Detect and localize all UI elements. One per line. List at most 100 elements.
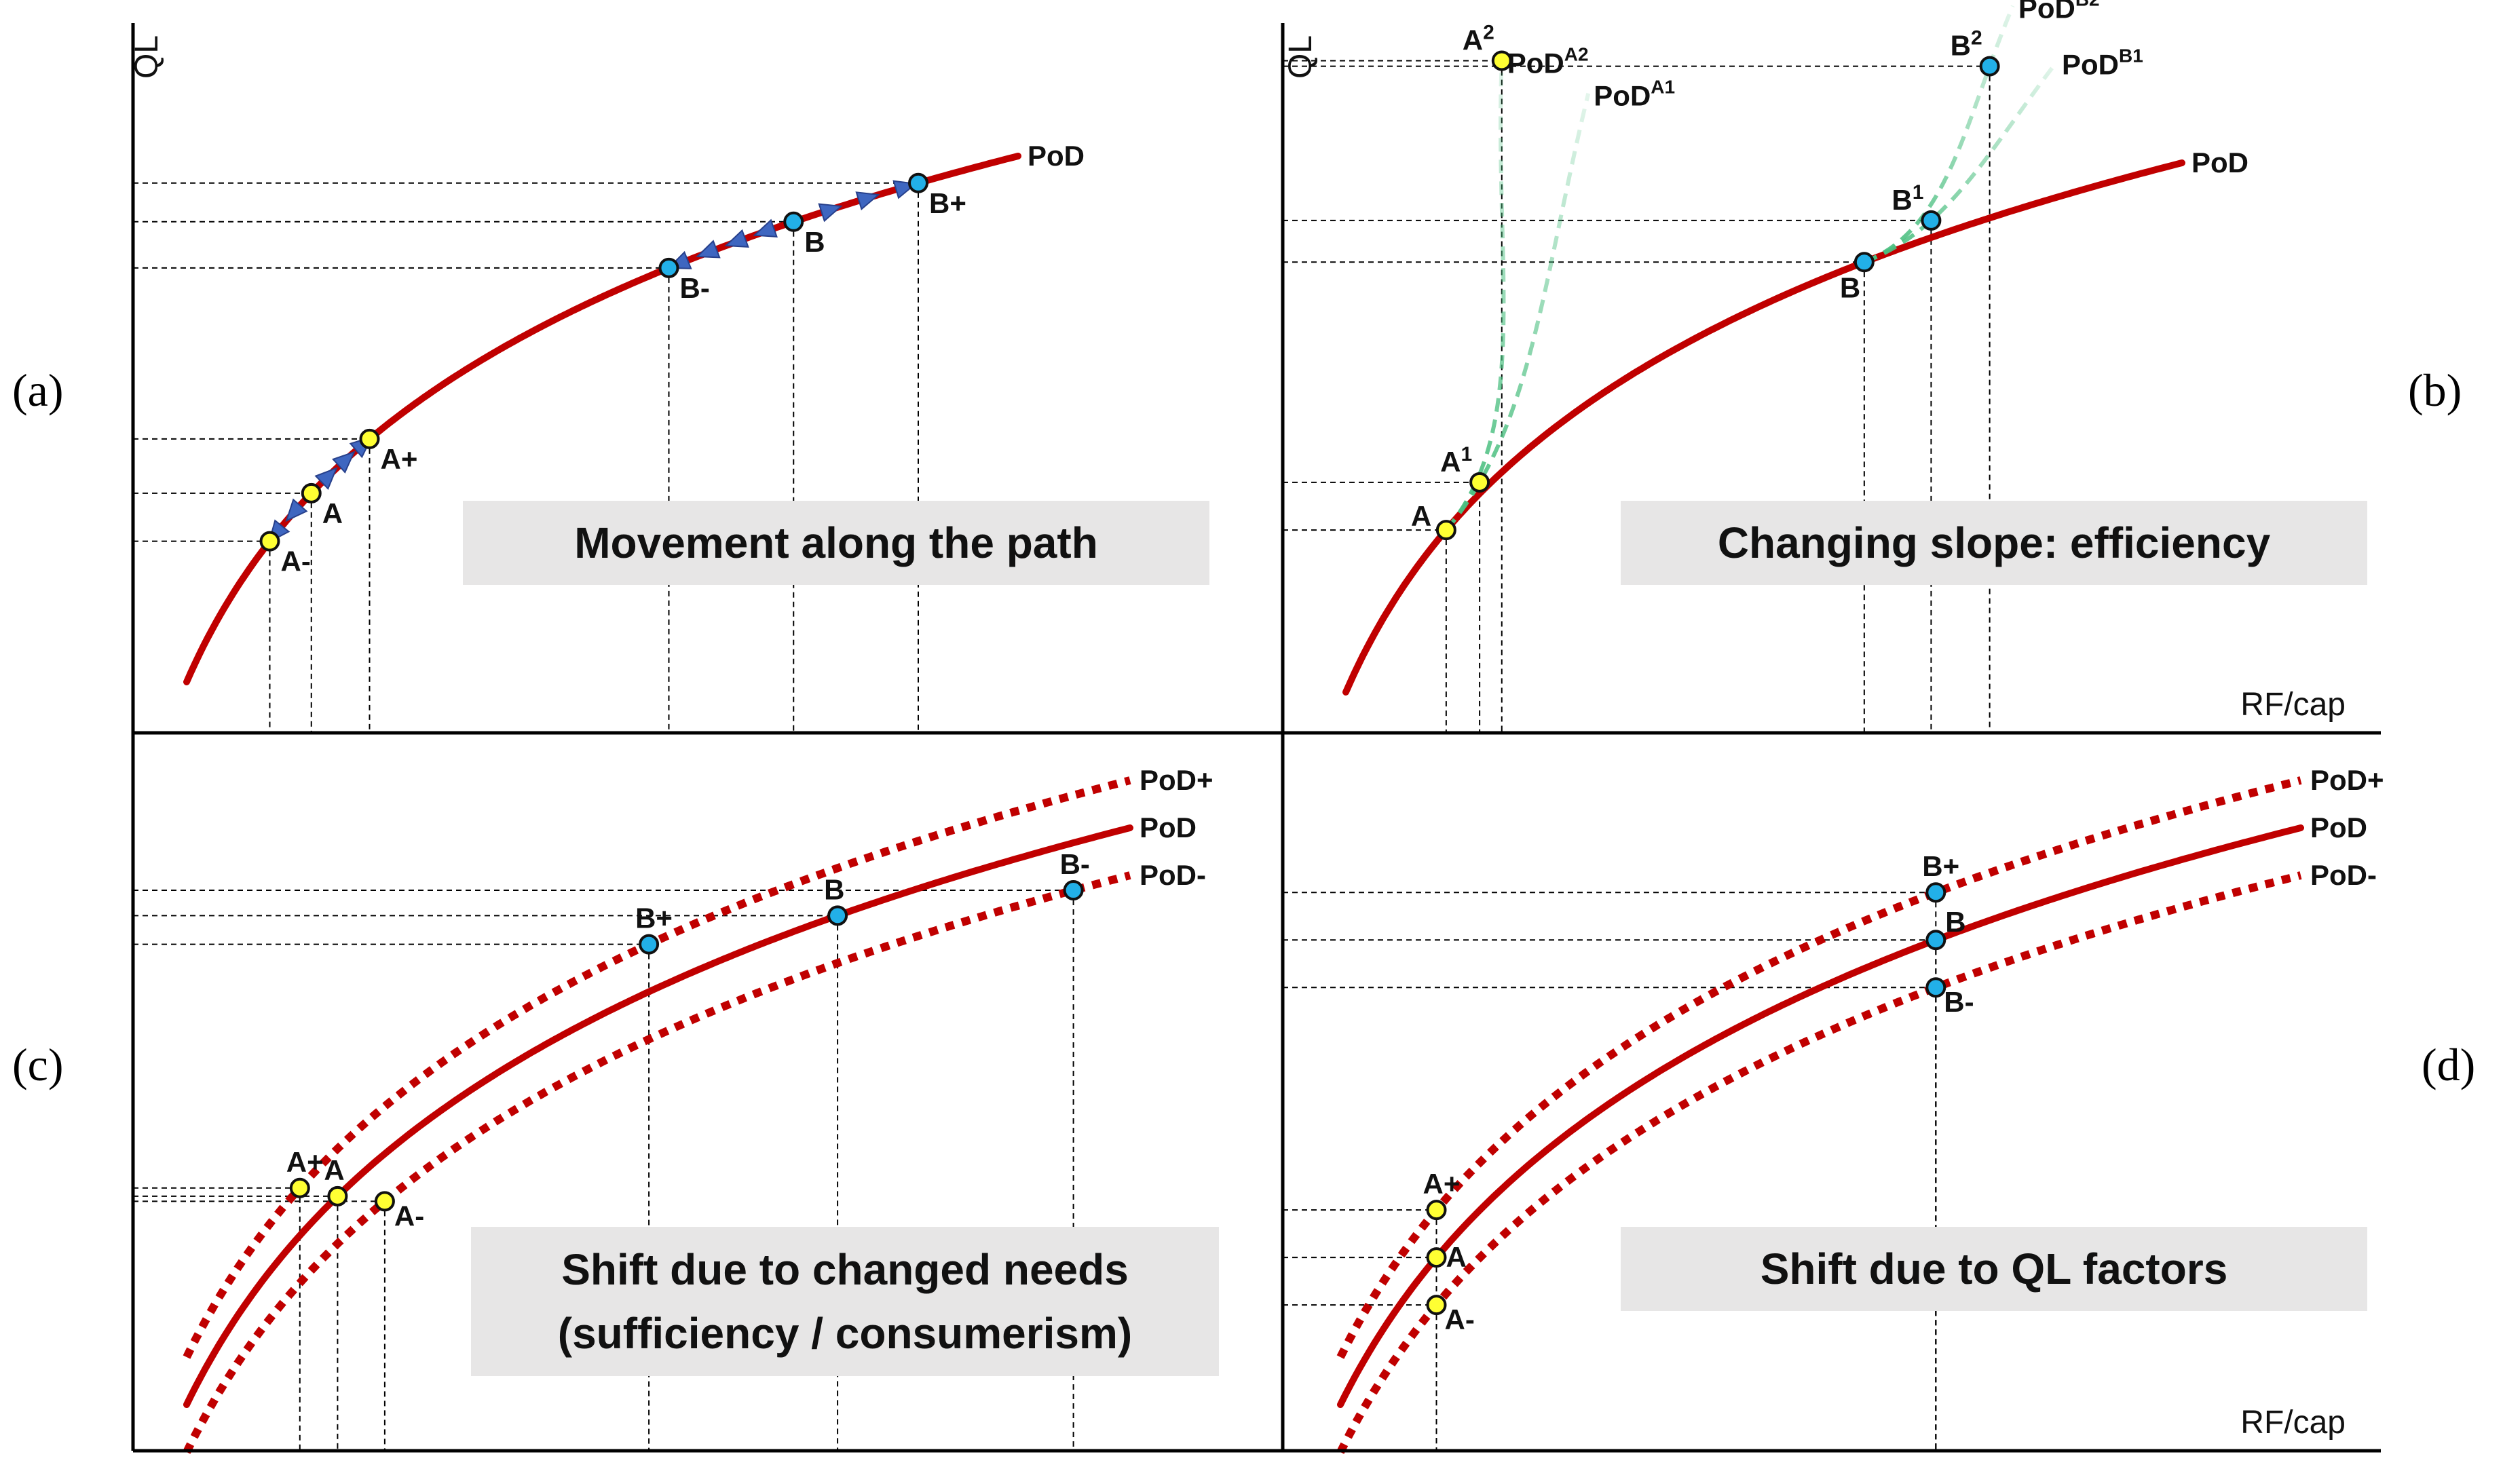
frame-layer [131,23,2381,1453]
curve-d-main [1337,824,2304,1408]
movement-arrow [285,498,308,522]
efficiency-curve-label-sup: B2 [2075,0,2100,10]
point-b-A2 [1491,50,1512,71]
x-axis-label-b: RF/cap [2240,687,2346,723]
point-a-B-label: B [804,226,825,258]
point-c-A-label: A [324,1154,344,1186]
point-d-Bplus-label: B+ [1922,850,1959,882]
panel-letter-a: (a) [12,364,63,416]
point-b-A2-label: A2 [1463,21,1494,56]
point-a-Bminus [658,257,679,278]
point-b-A-label: A [1411,500,1431,532]
efficiency-curve-label-B2: PoDB2 [2018,0,2100,24]
point-c-Bminus [1063,880,1084,901]
point-b-B1-label-sup: 1 [1913,181,1924,204]
point-a-Bplus [908,172,928,193]
efficiency-curve-label-sup: A1 [1651,77,1675,98]
curve-label-c-2: PoD- [1140,859,1206,891]
point-b-B2-label-sup: 2 [1971,27,1982,50]
point-b-A-label-base: A [1411,500,1431,532]
point-d-Bplus [1925,882,1946,903]
curve-label-d-1: PoD [2310,812,2367,843]
curve-b-main [1342,159,2185,696]
movement-arrow [696,240,721,259]
curve-label-a-0: PoD [1028,140,1085,172]
efficiency-curve-label-A2: PoDA2 [1507,43,1589,79]
point-d-Bminus [1925,977,1946,998]
point-c-B [827,905,848,926]
points-layer [259,50,2000,1316]
point-b-B [1853,252,1875,273]
caption-box-a [463,501,1209,585]
curve-label-d-2: PoD- [2310,859,2377,891]
curve-d-plus [1336,776,2302,1359]
point-b-B2-label: B2 [1951,27,1982,62]
point-d-A-label: A [1446,1241,1467,1273]
point-c-Aplus [289,1177,310,1198]
movement-arrow [855,191,880,210]
point-b-B-label-base: B [1840,271,1860,303]
curve-label-d-0: PoD+ [2310,764,2384,796]
efficiency-curve-label-sup: A2 [1564,43,1589,64]
caption-text-d: Shift due to QL factors [1761,1244,2228,1293]
point-d-Aminus [1426,1295,1447,1316]
caption-box-c [471,1227,1219,1376]
caption-text-c: Shift due to changed needs [561,1245,1129,1294]
point-a-Aminus [259,531,280,552]
point-d-B-label: B [1945,906,1965,938]
efficiency-curve-label-base: PoD [1594,80,1651,112]
point-d-Aplus [1426,1200,1447,1221]
point-d-B [1925,930,1946,951]
point-c-Aminus-label: A- [394,1200,424,1232]
caption-text-a: Movement along the path [574,518,1098,567]
caption-box-d [1621,1227,2367,1311]
point-b-B1-label-base: B [1892,184,1912,216]
movement-arrow [818,203,843,223]
point-a-Aplus-label: A+ [381,443,418,475]
efficiency-curve-label-base: PoD [1507,47,1564,79]
caption-text-c: (sufficiency / consumerism) [558,1309,1132,1358]
point-b-B-label: B [1840,271,1860,303]
point-c-B-label: B [824,873,844,905]
y-axis-label-a: QL [129,35,165,79]
point-d-Aminus-label: A- [1445,1304,1475,1335]
efficiency-curve-label-A1: PoDA1 [1594,77,1675,112]
efficiency-curve-B2 [1863,5,2015,265]
point-d-Bminus-label: B- [1944,986,1974,1018]
caption-layer [463,501,2367,1376]
movement-arrow [724,229,749,248]
point-d-Aplus-label: A+ [1423,1168,1461,1200]
point-c-A [327,1185,348,1206]
efficiency-curve-label-base: PoD [2018,0,2075,24]
point-b-B2-label-base: B [1951,30,1971,62]
point-a-Bminus-label: B- [680,272,710,304]
point-b-A1-label-base: A [1440,446,1461,478]
point-c-Bplus [639,934,660,955]
y-axis-label-b: QL [1283,35,1319,79]
panel-letter-d: (d) [2422,1039,2475,1090]
point-b-A1-label: A1 [1440,443,1472,478]
point-a-Aminus-label: A- [281,546,311,577]
efficiency-curve-B1 [1863,60,2058,265]
efficiency-curve-label-base: PoD [2062,49,2119,81]
movement-arrow [332,451,356,474]
curve-label-c-1: PoD [1140,812,1197,843]
point-b-A2-label-sup: 2 [1483,21,1494,43]
point-b-A [1435,520,1456,541]
point-c-Aminus [374,1191,395,1212]
point-b-A2-label-base: A [1463,24,1483,56]
point-b-B2 [1979,56,2000,77]
point-c-Aplus-label: A+ [286,1146,324,1178]
point-a-A-label: A [322,497,343,529]
panel-letter-b: (b) [2408,364,2462,416]
point-a-A [301,482,322,503]
point-d-A [1426,1247,1447,1268]
x-axis-label-d: RF/cap [2240,1405,2346,1441]
curve-label-b-0: PoD [2191,147,2248,178]
labels-layer: Movement along the path(a)QLPoDA-AA+B-BB… [12,0,2475,1441]
point-a-Aplus [359,428,380,449]
caption-box-b [1621,501,2367,585]
point-a-B [783,211,804,232]
curve-d-minus [1336,871,2302,1454]
